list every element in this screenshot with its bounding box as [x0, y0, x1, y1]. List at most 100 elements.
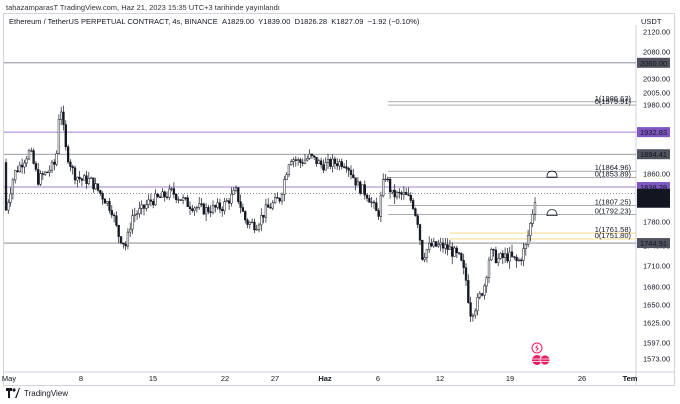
lightning-event-icon[interactable] — [531, 342, 543, 354]
candle-body — [517, 259, 521, 262]
y-tick-label: 1780.00 — [643, 218, 670, 227]
candle-body — [522, 248, 525, 261]
x-tick-label: Tem — [623, 374, 638, 383]
candle-body — [119, 236, 123, 244]
candle-body — [234, 187, 238, 191]
candle-body — [103, 198, 107, 204]
candle-body — [211, 205, 215, 213]
y-tick-label: 2030.00 — [643, 75, 670, 84]
candle-body — [400, 192, 403, 195]
symbol-info: Ethereum / TetherUS PERPETUAL CONTRACT, … — [9, 17, 419, 26]
candle-body — [386, 178, 389, 181]
us-flag-event-icon[interactable] — [532, 355, 542, 365]
x-tick-label: 8 — [79, 374, 83, 383]
y-tick-label: 2120.00 — [643, 28, 670, 37]
candle-body — [326, 159, 330, 163]
candle-body — [377, 210, 380, 217]
candle-body — [322, 164, 325, 171]
candle-body — [41, 173, 44, 175]
ohlc-open: A1829.00 — [221, 17, 255, 26]
candle-body — [471, 314, 475, 317]
candle-body — [317, 160, 320, 164]
y-tick-label: 2005.00 — [643, 89, 670, 98]
candle-body — [216, 202, 219, 208]
candle-body — [30, 150, 33, 152]
candle-body — [112, 214, 116, 217]
candle-body — [87, 178, 90, 184]
footer: TradingView — [6, 388, 68, 398]
candle-body — [460, 253, 463, 261]
alert-bell-icon[interactable] — [546, 209, 558, 216]
candle-body — [200, 203, 203, 205]
candle-body — [60, 111, 63, 120]
candle-body — [384, 178, 387, 181]
x-tick-label: May — [2, 374, 16, 383]
x-tick-label: 6 — [376, 374, 380, 383]
candle-body — [315, 156, 318, 164]
candle-body — [96, 183, 100, 191]
candle-body — [124, 243, 127, 247]
candle-body — [393, 189, 396, 198]
countdown-timer: 03:24:36 — [639, 199, 668, 208]
candle-body — [154, 193, 157, 206]
candle-body — [188, 206, 192, 209]
candle-body — [131, 215, 134, 230]
candle-body — [142, 204, 146, 209]
candle-body — [202, 203, 205, 215]
candle-body — [480, 293, 484, 296]
candle-body — [499, 253, 502, 259]
last-price-label: 1827.09 — [640, 190, 667, 199]
candle-body — [149, 199, 153, 202]
candle-body — [485, 277, 488, 287]
candle-body — [170, 188, 173, 190]
y-tick-label: 2080.00 — [643, 48, 670, 57]
candle-body — [99, 190, 102, 194]
candle-body — [145, 204, 148, 209]
candle-body — [490, 249, 493, 261]
ohlc-close: K1827.09 — [331, 17, 364, 26]
fib-level-label: 0(1751.80) — [595, 231, 632, 240]
candle-body — [333, 158, 337, 164]
us-flag-event-icon[interactable] — [539, 354, 551, 366]
alert-bell-icon[interactable] — [546, 170, 558, 178]
chart-frame[interactable] — [3, 13, 675, 386]
candle-body — [53, 161, 56, 165]
candle-body — [359, 181, 362, 194]
candle-body — [161, 191, 164, 198]
candle-body — [260, 214, 263, 226]
candle-body — [506, 253, 509, 262]
y-tick-label: 1625.00 — [643, 319, 670, 328]
candle-body — [69, 161, 72, 167]
candle-body — [32, 150, 35, 164]
candle-body — [356, 181, 360, 186]
candle-body — [4, 162, 8, 211]
candle-body — [25, 158, 28, 164]
candle-body — [515, 256, 518, 262]
candle-body — [83, 175, 86, 181]
candle-body — [418, 224, 422, 241]
candle-body — [135, 213, 139, 216]
level-price-tag — [637, 238, 670, 249]
candle-body — [9, 193, 12, 203]
candle-body — [462, 260, 465, 268]
candle-body — [207, 207, 210, 213]
x-tick-label: 22 — [221, 374, 229, 383]
candle-body — [368, 198, 371, 203]
candle-body — [62, 111, 65, 125]
candle-body — [391, 189, 394, 193]
candle-body — [345, 166, 348, 169]
candle-body — [398, 191, 401, 194]
candle-body — [239, 201, 242, 208]
x-tick-label: 19 — [506, 374, 514, 383]
y-tick-label: 1860.00 — [643, 170, 670, 179]
candle-body — [55, 153, 58, 165]
candle-body — [115, 215, 118, 226]
candle-body — [310, 153, 314, 157]
fib-level-label: 1(1807.25) — [595, 198, 632, 207]
candle-body — [497, 258, 500, 264]
candle-body — [262, 214, 265, 218]
candle-body — [439, 242, 442, 245]
candle-body — [352, 174, 355, 178]
candle-body — [531, 213, 534, 224]
